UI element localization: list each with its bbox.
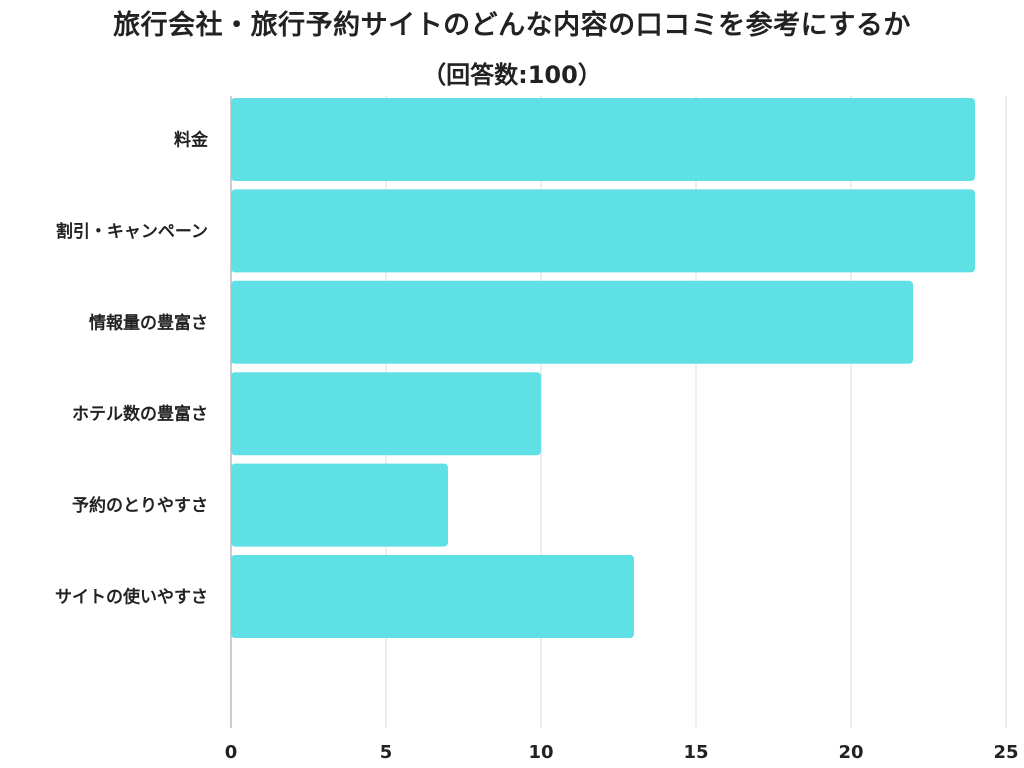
category-label-6: サイトの使いやすさ [55,587,208,608]
category-label-5: 予約のとりやすさ [72,495,208,516]
x-tick-label-5: 5 [380,742,393,763]
x-tick-label-0: 0 [225,742,238,763]
bars [231,98,975,638]
category-labels: 料金割引・キャンペーン情報量の豊富さホテル数の豊富さ予約のとりやすさサイトの使い… [55,130,209,608]
x-tick-label-25: 25 [993,742,1018,763]
tick-labels: 0 5 10 15 20 25 [225,742,1019,763]
chart-title: 旅行会社・旅行予約サイトのどんな内容の口コミを参考にするか [113,10,911,41]
x-tick-label-15: 15 [683,742,708,763]
bar-5 [231,463,448,547]
chart-subtitle: （回答数:100） [422,61,602,89]
bar-1 [231,98,975,181]
x-tick-label-20: 20 [838,742,863,763]
bar-6 [231,555,634,638]
bar-4 [231,372,541,456]
bar-2 [231,189,975,273]
x-tick-label-10: 10 [528,742,553,763]
category-label-3: 情報量の豊富さ [89,312,208,333]
bar-3 [231,280,913,364]
category-label-1: 料金 [174,130,209,151]
category-label-4: ホテル数の豊富さ [72,404,208,425]
category-label-2: 割引・キャンペーン [56,221,208,242]
